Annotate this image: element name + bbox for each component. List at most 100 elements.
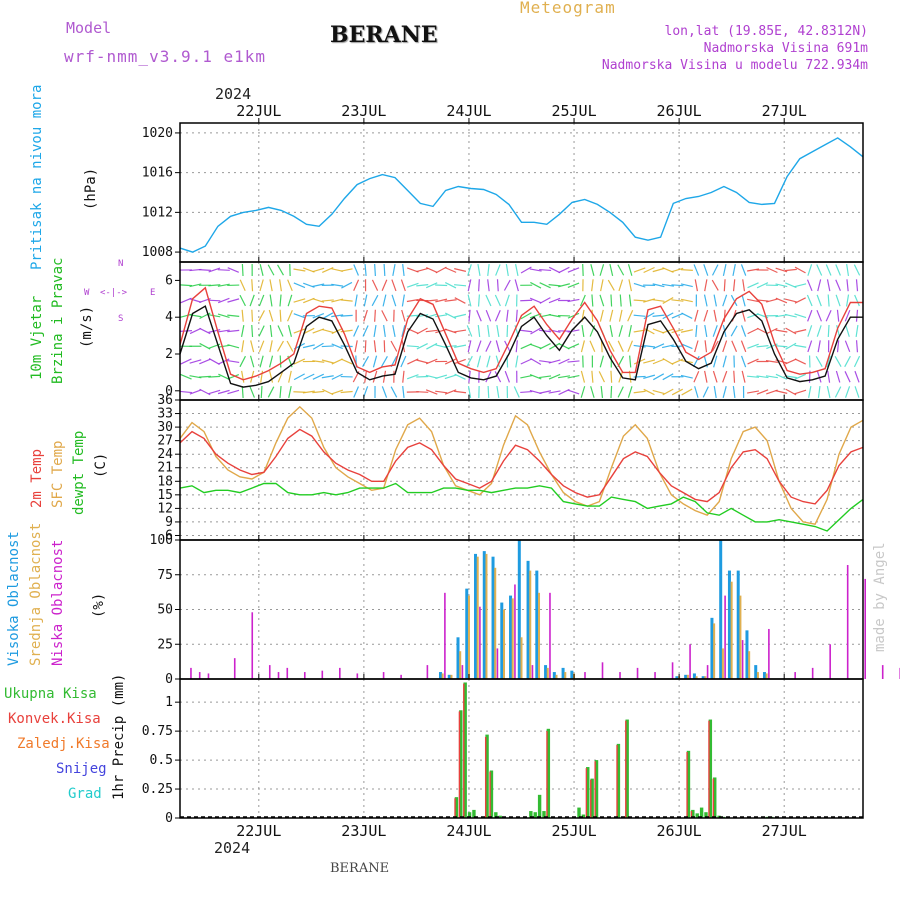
wind-arrow [208, 358, 220, 365]
cloud-bar-low [829, 644, 831, 679]
wind-arrow [661, 344, 674, 349]
wind-arrow [227, 389, 240, 395]
cloud-bar-mid [748, 651, 751, 679]
wind-arrow [835, 279, 841, 292]
wind-arrow [444, 267, 457, 273]
wind-arrow [477, 324, 481, 338]
wind-arrow [652, 343, 665, 350]
cloud-bar-mid [459, 651, 462, 679]
x-day-label-top: 24JUL [446, 102, 491, 120]
wind-arrow [373, 340, 377, 353]
wind-arrow [539, 360, 552, 363]
wind-arrow [756, 389, 769, 395]
wind-arrow [618, 370, 624, 383]
wind-arrow [374, 309, 376, 322]
wind-arrow [444, 299, 457, 302]
wind-arrow [855, 340, 859, 353]
wind-arrow [539, 329, 552, 333]
model-name: wrf-nmm_v3.9.1 e1km [64, 47, 267, 66]
wind-arrow [312, 360, 325, 363]
wind-arrow [381, 386, 388, 398]
wind-arrow [704, 324, 708, 338]
wind-arrow [610, 370, 613, 383]
wind-arrow [293, 373, 305, 381]
y-tick-label: 21 [157, 461, 173, 476]
wind-arrow [826, 355, 831, 368]
precip-bar-convective [463, 683, 465, 818]
pressure-ylabel: Pritisak na nivou mora [29, 84, 45, 270]
wind-arrow [476, 355, 482, 368]
wind-arrow [784, 268, 797, 272]
wind-arrow [416, 284, 429, 287]
wind-arrow [662, 388, 674, 396]
wind-arrow [288, 370, 292, 383]
wind-arrow [520, 358, 532, 365]
wind-arrow [189, 298, 202, 303]
wind-arrow [627, 386, 633, 398]
wind-arrow [340, 345, 353, 348]
wind-arrow [435, 390, 448, 394]
wind-arrow [179, 390, 193, 394]
wind-arrow [371, 279, 379, 291]
cloud-bar-mid [476, 556, 479, 679]
wind-arrow [747, 358, 759, 365]
wind-arrow [834, 386, 842, 398]
wind-arrow [401, 294, 405, 307]
y-tick-label: 30 [157, 420, 173, 435]
wind-arrow [515, 355, 519, 368]
wind-arrow [293, 358, 306, 365]
wind-arrow [652, 267, 665, 273]
wind-arrow [680, 298, 693, 303]
wind-arrow [467, 294, 472, 307]
wind-arrow [844, 355, 851, 368]
cloud-bar-low [190, 667, 192, 679]
cloud-bar-mid [450, 674, 453, 679]
wind-arrow [454, 297, 466, 304]
precip-bar-total [489, 770, 494, 818]
meteogram-label: Meteogram [520, 0, 616, 17]
wind-arrow [208, 389, 221, 395]
wind-arrow [704, 340, 708, 353]
wind-arrow [627, 264, 633, 276]
compass-east: E [150, 288, 156, 298]
wind-arrow [476, 309, 482, 322]
cloud-bar-low [207, 673, 210, 679]
wind-arrow [372, 370, 378, 383]
legend-total-rain: Ukupna Kisa [4, 686, 97, 702]
wind-arrow [619, 294, 622, 307]
cloud-bar-low [303, 672, 306, 679]
wind-arrow [784, 313, 797, 318]
wind-arrow [711, 264, 719, 276]
precip-bar-total [463, 682, 467, 818]
x-day-label-top: 25JUL [551, 102, 596, 120]
wind-arrow [250, 340, 255, 353]
wind-arrow [589, 340, 596, 352]
wind-arrow [671, 312, 684, 319]
wind-arrow [652, 358, 665, 365]
y-tick-label: 6 [165, 273, 173, 288]
cloud-bar-high [447, 674, 451, 679]
wind-arrow [747, 343, 759, 349]
cloud-bar-high [526, 560, 530, 679]
wind-arrow [652, 314, 665, 317]
cloud-bar-high [544, 665, 548, 679]
precip-bar-total [542, 811, 546, 818]
precip-bar-convective [546, 731, 548, 818]
x-day-label-bottom: 26JUL [657, 822, 702, 840]
wind-arrow [340, 268, 353, 272]
wind-arrow [730, 325, 738, 337]
wind-arrow [426, 342, 438, 350]
wind-arrow [249, 386, 255, 398]
wind-arrow [425, 267, 438, 273]
wind-arrow [702, 386, 709, 398]
wind-arrow [302, 344, 315, 349]
wind-arrow [816, 264, 823, 276]
y-tick-label: 0 [165, 384, 173, 399]
wind-arrow [363, 309, 368, 322]
wind-arrow [599, 355, 605, 368]
wind-arrow [312, 390, 325, 394]
wind-arrow [794, 297, 806, 304]
wind-arrow [844, 340, 851, 353]
wind-arrow [747, 313, 759, 319]
wind-arrow [179, 284, 193, 287]
